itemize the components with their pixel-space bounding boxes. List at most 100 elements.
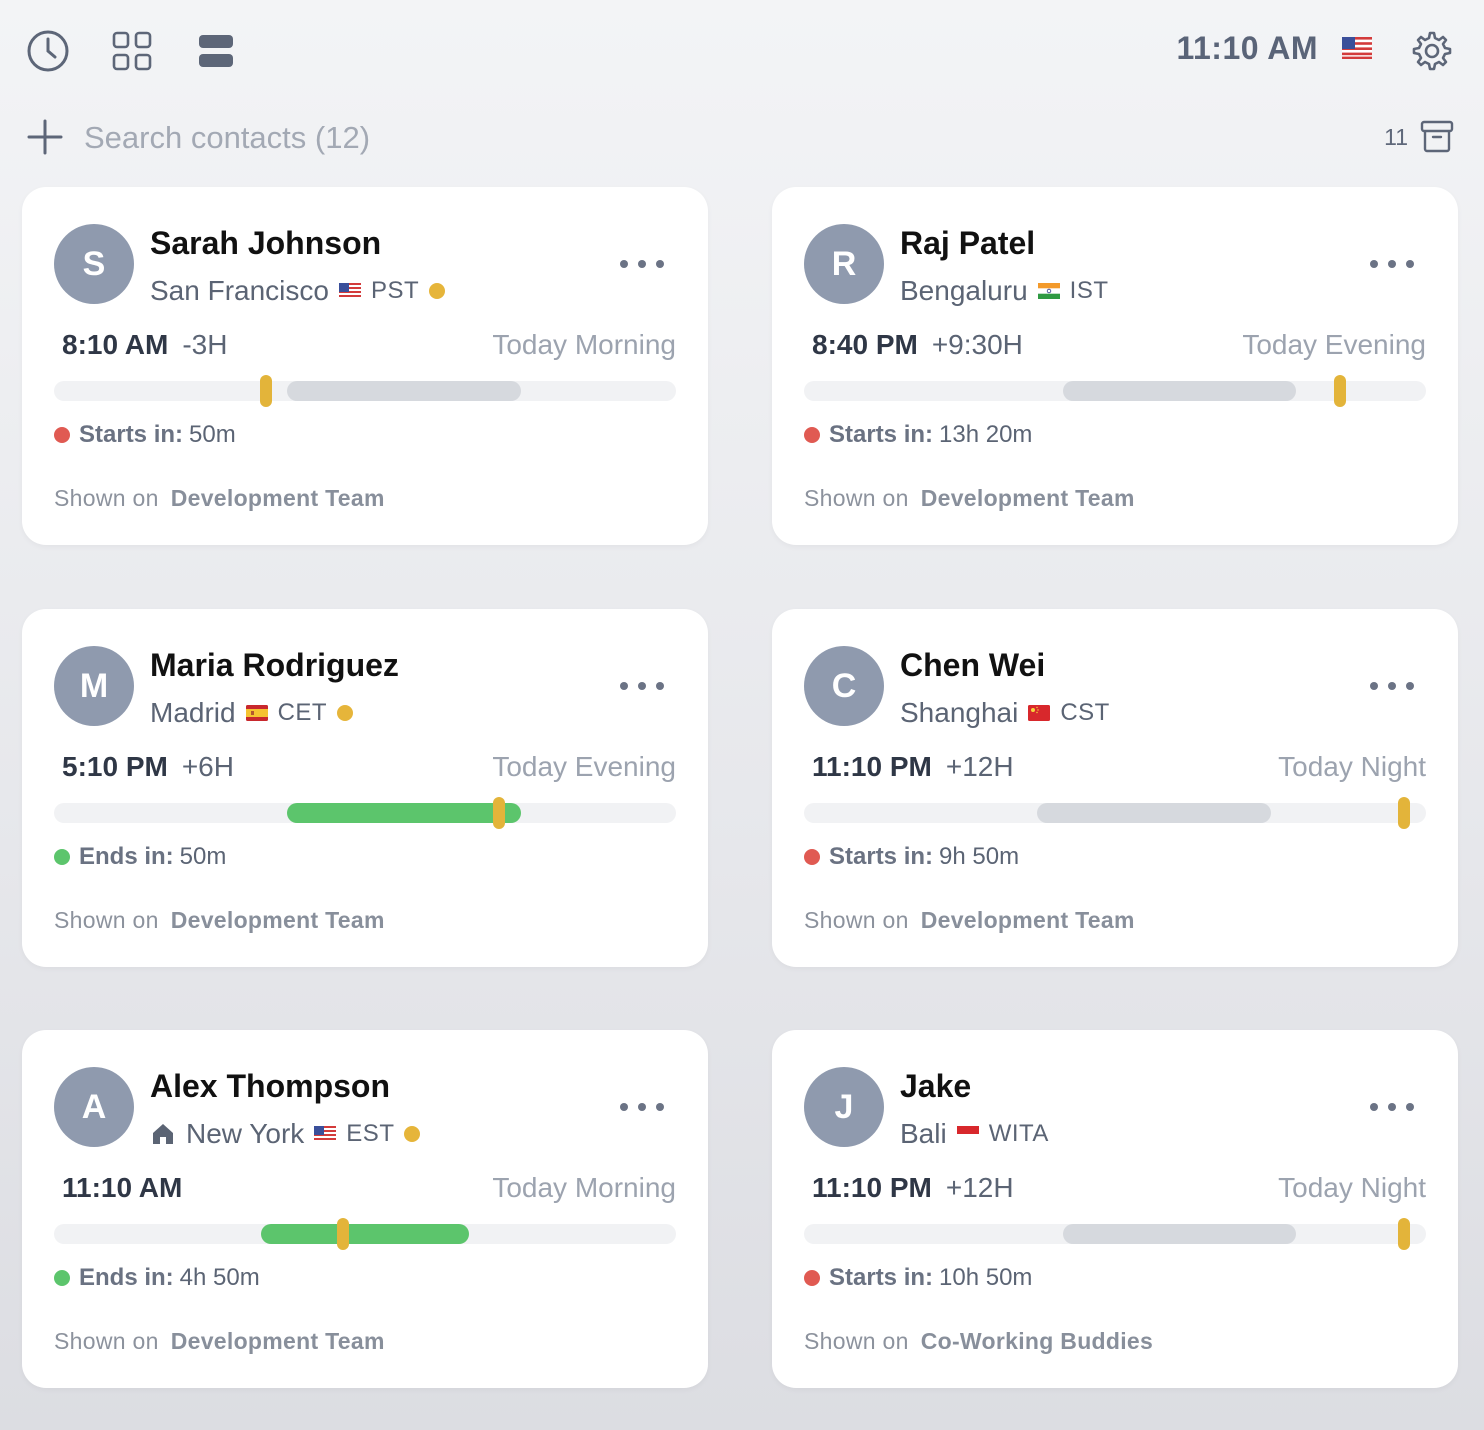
status-dot xyxy=(804,849,820,865)
contact-name: Chen Wei xyxy=(900,647,1046,683)
more-options-icon[interactable] xyxy=(620,251,664,277)
timeline-track xyxy=(54,1218,676,1250)
contact-city: Madrid xyxy=(150,697,236,728)
day-period: Today Evening xyxy=(492,751,676,782)
status-label: Starts in: xyxy=(79,421,184,448)
timezone-label: EST xyxy=(346,1120,395,1147)
shown-on-label: Shown on xyxy=(54,485,159,511)
working-hours-range xyxy=(287,381,521,401)
contact-card[interactable]: R Raj Patel Bengaluru IST 8:40 PM +9:30H Today… xyxy=(772,187,1458,545)
avatar: R xyxy=(804,224,884,304)
team-link[interactable]: Development Team xyxy=(920,485,1135,511)
shown-on-label: Shown on xyxy=(804,1328,909,1354)
current-time-marker xyxy=(259,375,272,407)
contact-card[interactable]: J Jake Bali WITA 11:10 PM +12H Today Night Star… xyxy=(772,1030,1458,1388)
day-period: Today Evening xyxy=(1242,329,1426,360)
more-options-icon[interactable] xyxy=(1370,673,1414,699)
search-input[interactable] xyxy=(84,116,784,160)
contact-city: Bengaluru xyxy=(900,275,1028,306)
contact-card[interactable]: C Chen Wei Shanghai CST 11:10 PM +12H Today Ni… xyxy=(772,609,1458,967)
contact-card[interactable]: A Alex Thompson New York EST 11:10 AM Today M… xyxy=(22,1030,708,1388)
more-options-icon[interactable] xyxy=(620,1094,664,1120)
shown-on-label: Shown on xyxy=(54,1328,159,1354)
local-time-row: 8:10 AM -3H xyxy=(62,329,227,361)
status-row: Ends in: 4h 50m xyxy=(54,1264,260,1292)
day-period: Today Morning xyxy=(492,329,676,360)
status-value: 10h 50m xyxy=(939,1264,1033,1291)
shown-on-row: Shown on Development Team xyxy=(804,907,1135,934)
avatar: J xyxy=(804,1067,884,1147)
contact-card[interactable]: S Sarah Johnson San Francisco PST 8:10 AM -3H… xyxy=(22,187,708,545)
more-options-icon[interactable] xyxy=(1370,251,1414,277)
clock-icon[interactable] xyxy=(26,28,70,74)
contact-card[interactable]: M Maria Rodriguez Madrid CET 5:10 PM +6H Today… xyxy=(22,609,708,967)
search-bar: 11 xyxy=(0,110,1484,166)
toolbar: 11:10 AM xyxy=(0,0,1484,100)
local-time: 8:10 AM xyxy=(62,329,169,360)
team-link[interactable]: Development Team xyxy=(170,1328,385,1354)
local-time: 11:10 PM xyxy=(812,751,932,782)
contact-location: Shanghai CST xyxy=(900,695,1120,731)
status-value: 4h 50m xyxy=(179,1264,260,1291)
contact-name: Alex Thompson xyxy=(150,1068,391,1104)
status-value: 9h 50m xyxy=(939,843,1020,870)
contact-location: San Francisco PST xyxy=(150,273,446,309)
status-dot xyxy=(54,849,70,865)
status-dot xyxy=(54,427,70,443)
timeline-track xyxy=(804,375,1426,407)
archive-count: 11 xyxy=(1384,124,1408,150)
working-hours-range xyxy=(287,803,521,823)
local-time-row: 5:10 PM +6H xyxy=(62,751,234,783)
settings-gear-icon[interactable] xyxy=(1410,28,1454,74)
contact-location: Bali WITA xyxy=(900,1116,1059,1152)
availability-dot xyxy=(404,1126,421,1142)
contact-city: New York xyxy=(186,1118,305,1149)
archive-icon[interactable] xyxy=(1420,118,1454,154)
timezone-label: CST xyxy=(1060,699,1110,726)
working-hours-range xyxy=(1037,803,1271,823)
es-flag-icon xyxy=(245,705,268,721)
status-value: 13h 20m xyxy=(939,421,1033,448)
working-hours-range xyxy=(1063,381,1297,401)
team-link[interactable]: Co-Working Buddies xyxy=(920,1328,1154,1354)
home-icon xyxy=(153,1124,173,1144)
local-time: 11:10 PM xyxy=(812,1172,932,1203)
contact-name: Raj Patel xyxy=(900,225,1036,261)
team-link[interactable]: Development Team xyxy=(170,485,385,511)
local-time: 8:40 PM xyxy=(812,329,918,360)
list-view-icon[interactable] xyxy=(194,28,238,74)
shown-on-label: Shown on xyxy=(804,485,909,511)
contact-name: Maria Rodriguez xyxy=(150,647,399,683)
working-hours-range xyxy=(1063,1224,1297,1244)
status-label: Starts in: xyxy=(829,421,934,448)
timeline-track xyxy=(54,375,676,407)
status-dot xyxy=(804,427,820,443)
status-label: Starts in: xyxy=(829,1264,934,1291)
current-time-marker xyxy=(1398,1218,1411,1250)
status-label: Ends in: xyxy=(79,1264,174,1291)
day-period: Today Night xyxy=(1278,751,1426,782)
timeline-track xyxy=(54,797,676,829)
avatar: S xyxy=(54,224,134,304)
status-label: Ends in: xyxy=(79,843,174,870)
time-offset: +9:30H xyxy=(931,329,1023,360)
status-row: Starts in: 9h 50m xyxy=(804,843,1019,871)
more-options-icon[interactable] xyxy=(1370,1094,1414,1120)
timezone-label: IST xyxy=(1069,277,1109,304)
day-period: Today Night xyxy=(1278,1172,1426,1203)
current-time: 11:10 AM xyxy=(1176,30,1318,66)
timeline-track xyxy=(804,1218,1426,1250)
shown-on-row: Shown on Development Team xyxy=(54,1328,385,1355)
shown-on-label: Shown on xyxy=(54,907,159,933)
team-link[interactable]: Development Team xyxy=(170,907,385,933)
contact-city: Shanghai xyxy=(900,697,1019,728)
contact-city: Bali xyxy=(900,1118,947,1149)
grid-view-icon[interactable] xyxy=(110,28,154,74)
day-period: Today Morning xyxy=(492,1172,676,1203)
team-link[interactable]: Development Team xyxy=(920,907,1135,933)
shown-on-label: Shown on xyxy=(804,907,909,933)
status-value: 50m xyxy=(179,843,227,870)
more-options-icon[interactable] xyxy=(620,673,664,699)
shown-on-row: Shown on Co-Working Buddies xyxy=(804,1328,1153,1355)
add-contact-icon[interactable] xyxy=(26,118,64,156)
